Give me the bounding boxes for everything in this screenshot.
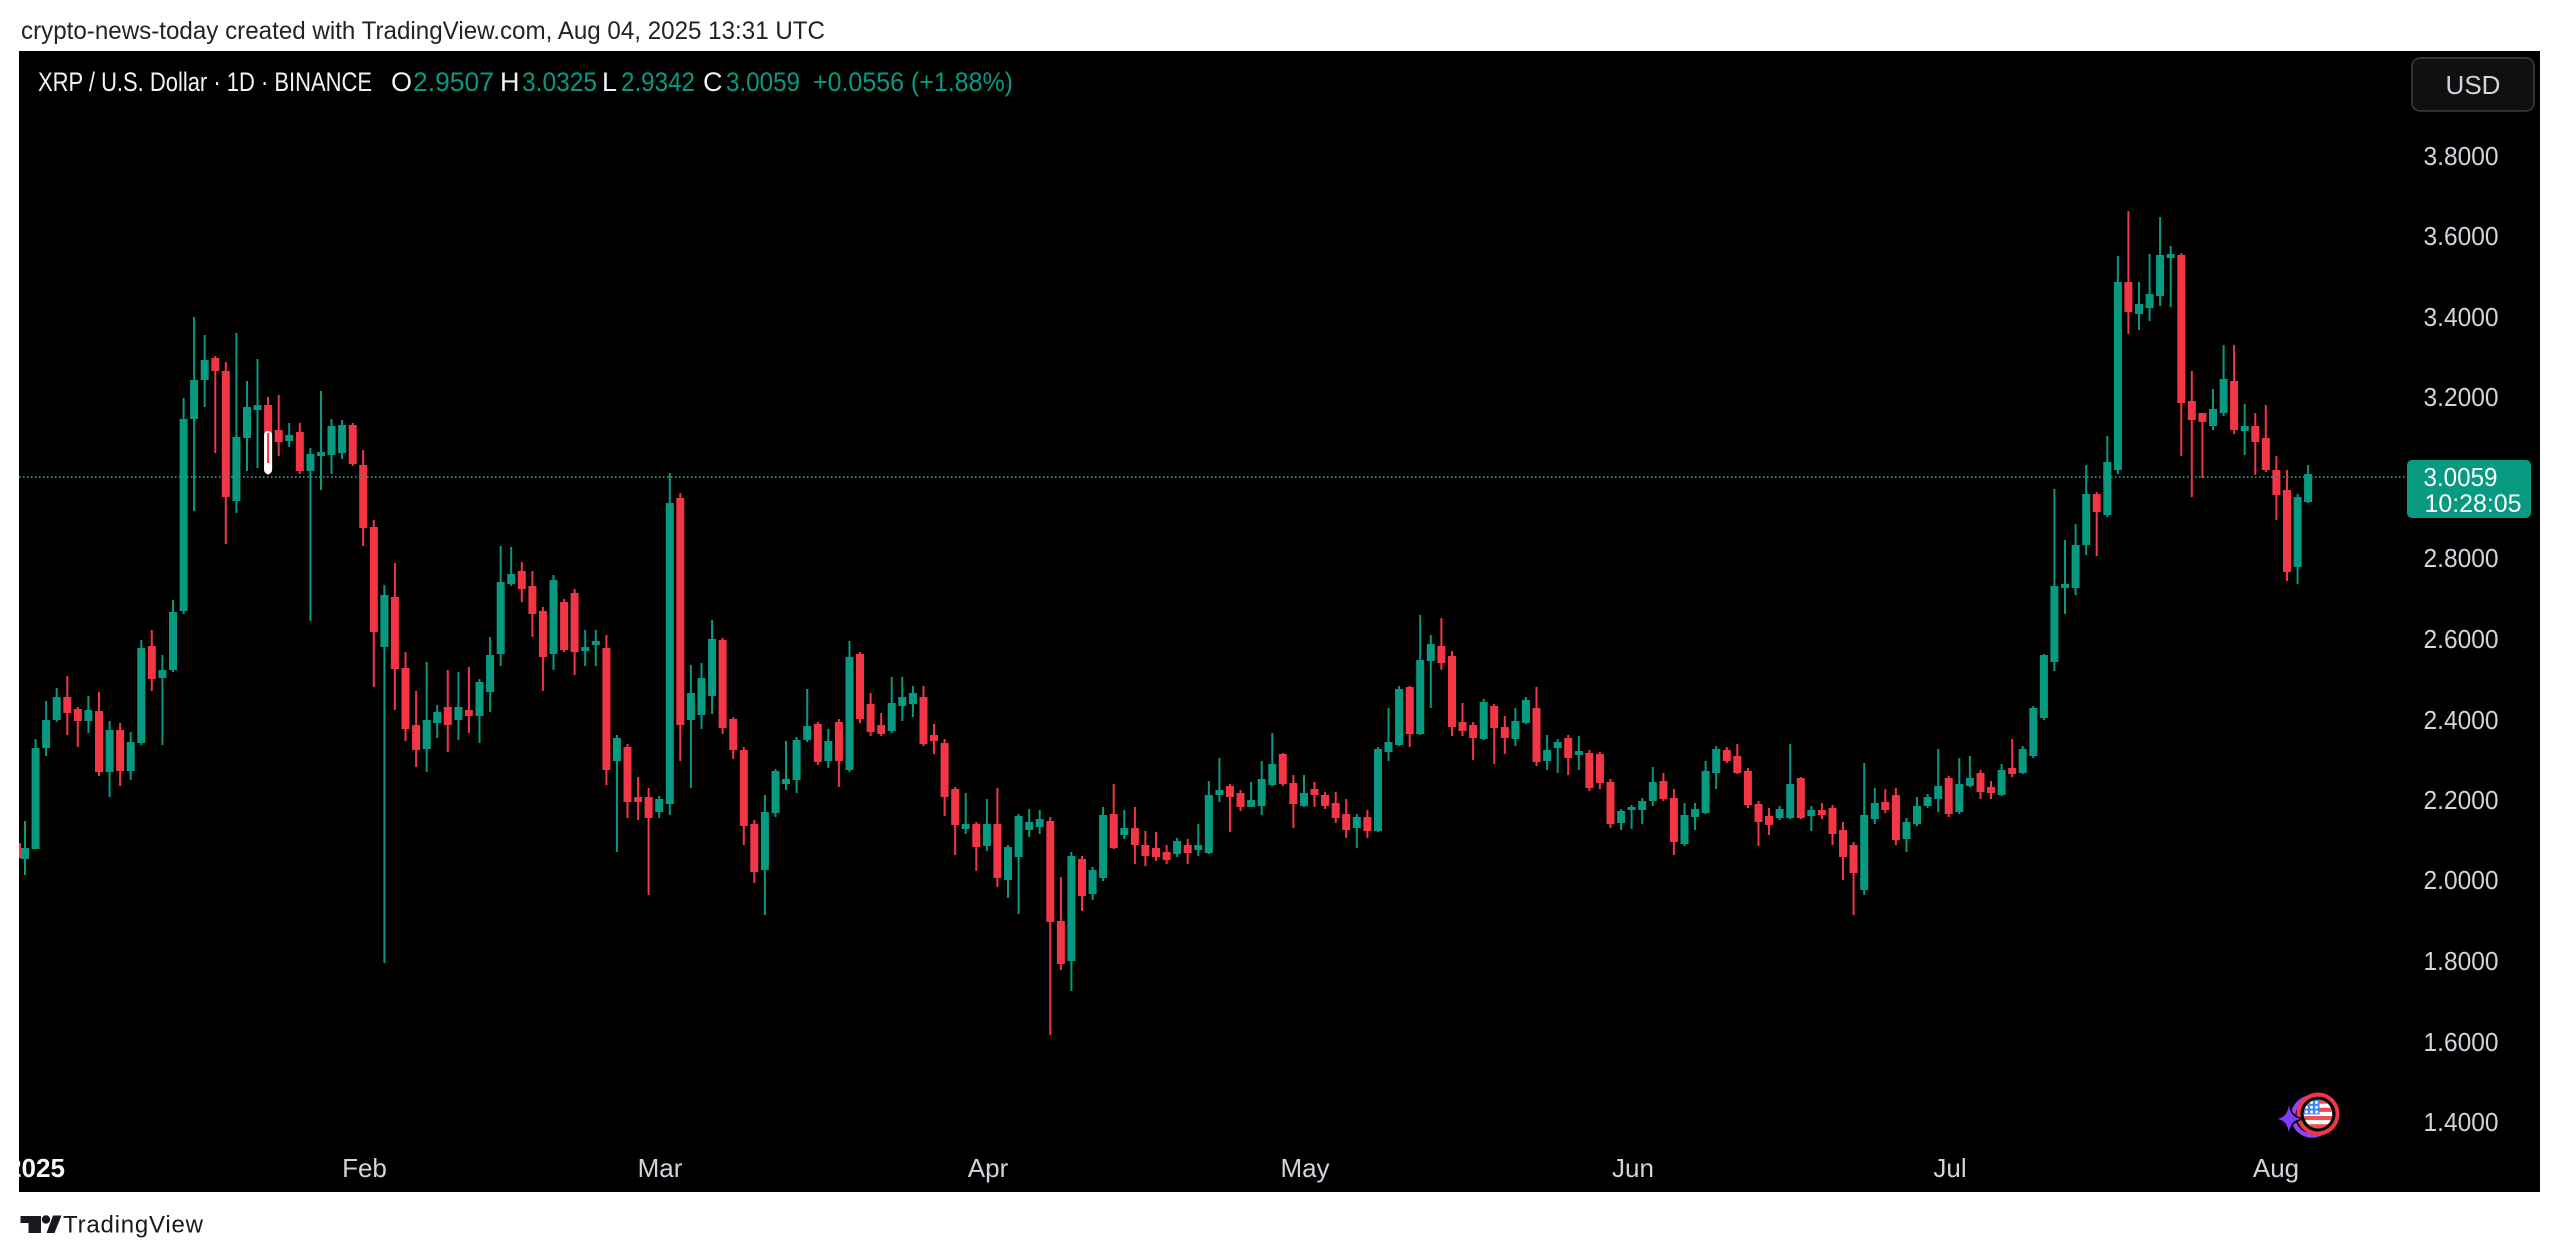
svg-text:Mar: Mar (638, 1153, 683, 1183)
svg-text:2.2000: 2.2000 (2424, 785, 2499, 815)
svg-text:USD: USD (2446, 70, 2501, 100)
svg-text:C: C (703, 67, 723, 97)
svg-text:3.2000: 3.2000 (2424, 382, 2499, 412)
svg-text:2.0000: 2.0000 (2424, 865, 2499, 895)
svg-text:2.6000: 2.6000 (2424, 624, 2499, 654)
svg-text:3.0325: 3.0325 (522, 67, 597, 97)
svg-text:May: May (1280, 1153, 1329, 1183)
svg-text:Jun: Jun (1612, 1153, 1654, 1183)
svg-text:+0.0556 (+1.88%): +0.0556 (+1.88%) (813, 67, 1013, 97)
svg-text:1.6000: 1.6000 (2424, 1027, 2499, 1057)
svg-text:TradingView: TradingView (63, 1212, 204, 1239)
svg-text:2.9342: 2.9342 (621, 67, 695, 97)
svg-text:crypto-news-today created with: crypto-news-today created with TradingVi… (21, 17, 825, 45)
svg-text:2.8000: 2.8000 (2424, 543, 2499, 573)
svg-text:10:28:05: 10:28:05 (2425, 490, 2522, 518)
svg-text:1.8000: 1.8000 (2424, 946, 2499, 976)
svg-text:XRP / U.S. Dollar · 1D · BINAN: XRP / U.S. Dollar · 1D · BINANCE (38, 67, 372, 97)
svg-text:3.0059: 3.0059 (726, 67, 800, 97)
svg-text:3.6000: 3.6000 (2424, 221, 2499, 251)
svg-text:Jul: Jul (1933, 1153, 1966, 1183)
svg-text:1.4000: 1.4000 (2424, 1107, 2499, 1137)
svg-text:3.4000: 3.4000 (2424, 302, 2499, 332)
svg-text:2025: 2025 (7, 1153, 65, 1183)
svg-text:Feb: Feb (342, 1153, 387, 1183)
svg-text:L: L (602, 67, 617, 97)
svg-text:3.0059: 3.0059 (2424, 462, 2498, 492)
svg-text:2.9507: 2.9507 (413, 67, 494, 97)
svg-text:3.8000: 3.8000 (2424, 141, 2499, 171)
svg-text:Aug: Aug (2253, 1153, 2299, 1183)
svg-text:Apr: Apr (968, 1153, 1009, 1183)
svg-text:H: H (500, 67, 520, 97)
svg-text:O: O (391, 67, 412, 97)
svg-text:2.4000: 2.4000 (2424, 705, 2499, 735)
